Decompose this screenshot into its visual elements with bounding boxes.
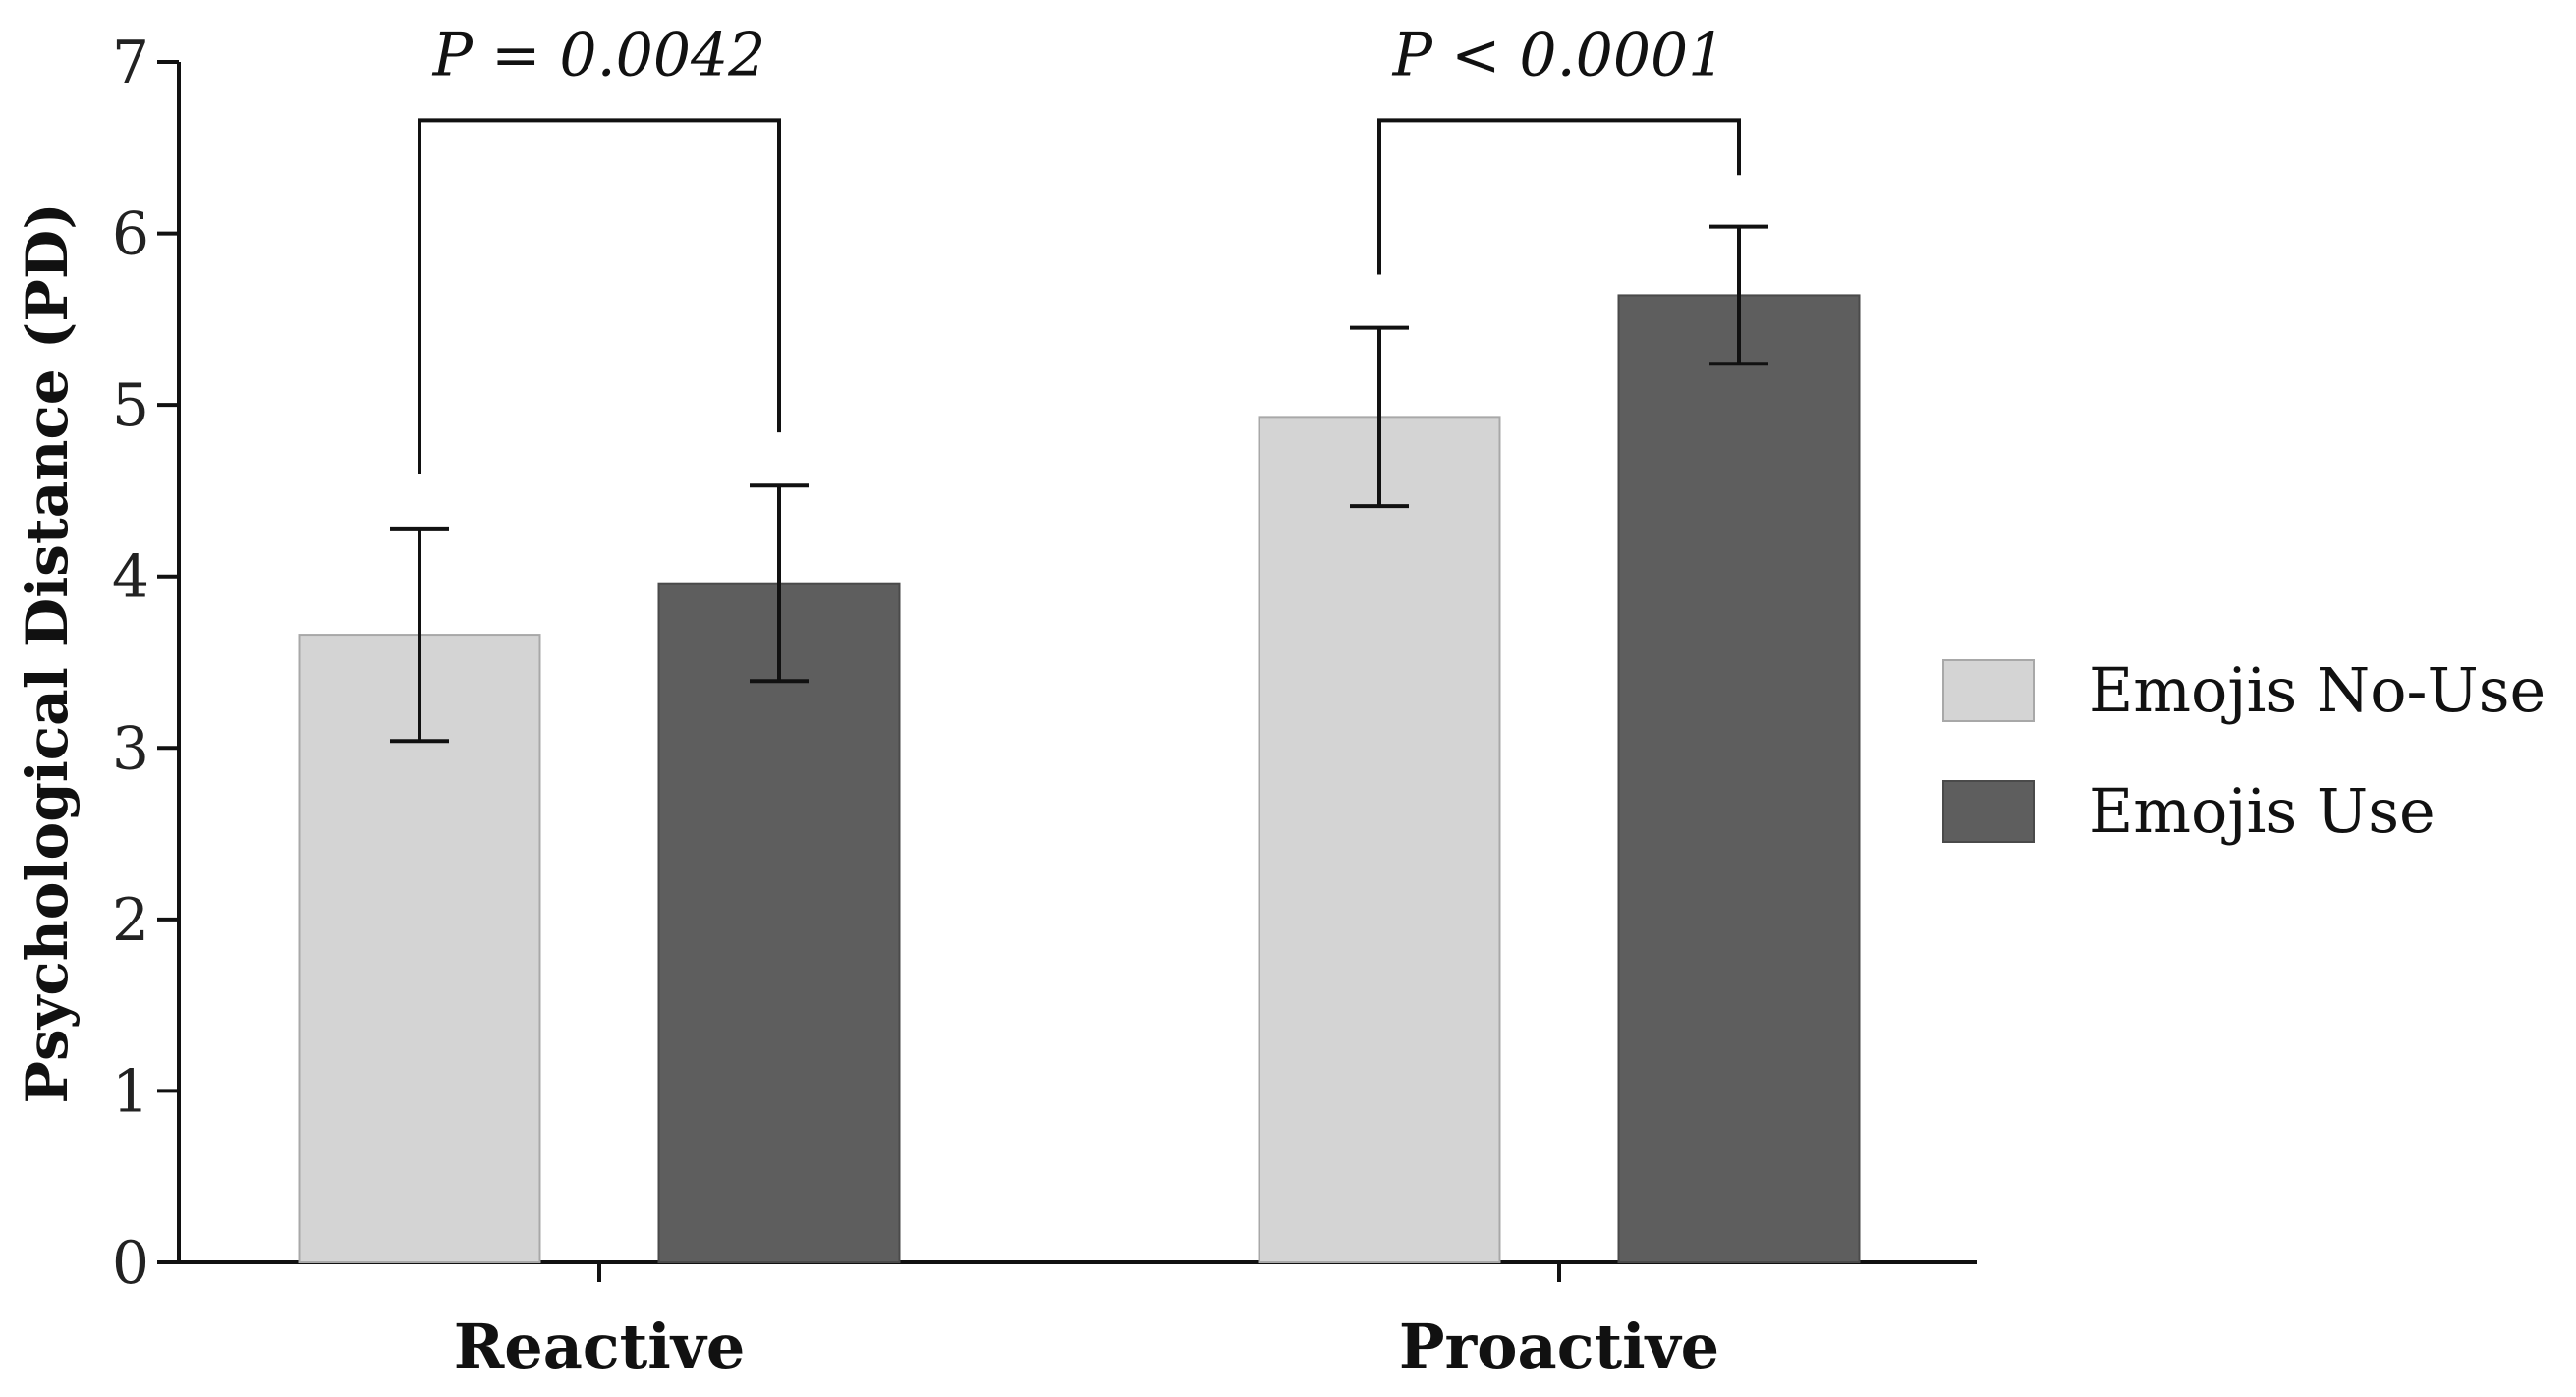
y-tick-label: 7 — [112, 28, 149, 97]
legend-label: Emojis No-Use — [2089, 654, 2546, 726]
y-tick-label: 1 — [112, 1057, 149, 1126]
legend-swatch — [1942, 659, 2035, 722]
axes: 0 1 2 3 4 5 6 7 Reactive Proactive — [112, 28, 1977, 1382]
error-bars-group — [390, 224, 1768, 744]
bar — [1258, 416, 1501, 1263]
significance-bracket — [1377, 118, 1741, 275]
y-tick-label: 2 — [112, 886, 149, 955]
y-tick-label: 0 — [112, 1229, 149, 1298]
y-tick-label: 3 — [112, 714, 149, 783]
legend: Emojis No-Use Emojis Use — [1942, 654, 2546, 847]
y-tick-label: 4 — [112, 543, 149, 612]
significance-bracket — [418, 118, 781, 474]
x-category-label: Proactive — [1399, 1311, 1719, 1382]
bar — [1617, 294, 1861, 1264]
x-category-label: Reactive — [454, 1311, 746, 1382]
p-value-label: P < 0.0001 — [1392, 21, 1726, 89]
p-value-label: P = 0.0042 — [432, 21, 766, 89]
bars-group — [298, 294, 1861, 1264]
legend-label: Emojis Use — [2089, 775, 2436, 847]
bar — [657, 582, 901, 1263]
y-tick-label: 6 — [112, 200, 149, 269]
legend-swatch — [1942, 780, 2035, 843]
significance-brackets: P = 0.0042 P < 0.0001 — [418, 21, 1741, 474]
y-axis-title: Psychological Distance (PD) — [14, 202, 81, 1103]
y-tick-label: 5 — [112, 371, 149, 440]
